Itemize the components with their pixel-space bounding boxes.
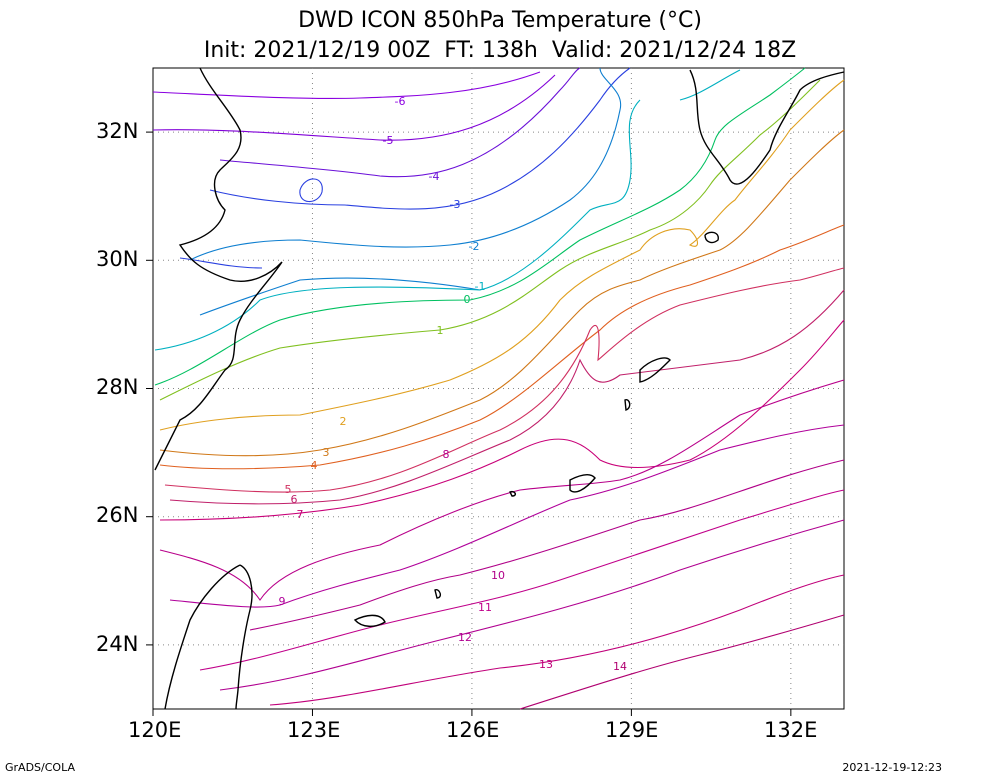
contour-label-9: 9 <box>279 595 286 608</box>
contour-label-2: 2 <box>340 415 347 428</box>
temperature-contours <box>152 67 845 710</box>
contour-1 <box>159 79 821 401</box>
contour-10 <box>249 459 845 631</box>
contour-label--5: -5 <box>383 134 394 147</box>
contour-4 <box>159 224 845 470</box>
contour-minus3b <box>299 178 323 203</box>
contour-12 <box>219 519 845 691</box>
lon-tick-123E: 123E <box>287 718 341 742</box>
lat-tick-24N: 24N <box>96 632 139 656</box>
map-title: DWD ICON 850hPa Temperature (°C) <box>298 8 702 33</box>
contour-minus1b <box>679 69 741 101</box>
contour-label--4: -4 <box>429 170 440 183</box>
coast-kyushu <box>689 69 845 185</box>
contour-9 <box>169 424 845 608</box>
contour-label-6: 6 <box>291 493 298 506</box>
coastlines <box>154 67 845 710</box>
map-subtitle: Init: 2021/12/19 00Z FT: 138h Valid: 202… <box>203 38 797 63</box>
contour-label-5: 5 <box>285 483 292 496</box>
contour-label-12: 12 <box>458 631 472 644</box>
contour-minus2 <box>189 67 622 261</box>
contour-11 <box>199 489 845 671</box>
lat-tick-28N: 28N <box>96 375 139 399</box>
contour-label--1: -1 <box>475 280 486 293</box>
contour-label--6: -6 <box>395 95 406 108</box>
contour-8 <box>159 379 845 601</box>
contour-label-14: 14 <box>613 660 627 673</box>
contour-minus1 <box>154 99 641 351</box>
contour-0 <box>154 67 806 386</box>
contour-label-11: 11 <box>478 601 492 614</box>
contour-label-1: 1 <box>437 324 444 337</box>
lat-tick-32N: 32N <box>96 119 139 143</box>
contour-5 <box>164 267 845 493</box>
contour-minus5 <box>152 74 556 141</box>
contour-label-4: 4 <box>311 459 318 472</box>
contour-14 <box>519 614 845 710</box>
lon-tick-126E: 126E <box>446 718 500 742</box>
contour-7 <box>159 319 845 521</box>
coast-islands <box>353 231 719 627</box>
contour-label-13: 13 <box>539 658 553 671</box>
coast-taiwan <box>164 564 253 710</box>
grid-lines <box>146 68 844 716</box>
coast-china <box>154 67 283 471</box>
contour-label--3: -3 <box>450 198 461 211</box>
lat-tick-26N: 26N <box>96 503 139 527</box>
lon-tick-120E: 120E <box>128 718 182 742</box>
contour-label-3: 3 <box>323 446 330 459</box>
contour-2 <box>159 79 845 431</box>
contour-label--2: -2 <box>469 240 480 253</box>
contour-label-0: 0 <box>464 293 471 306</box>
contour-minus3c <box>179 257 263 269</box>
contour-3 <box>159 129 845 457</box>
lon-tick-132E: 132E <box>764 718 818 742</box>
contour-label-7: 7 <box>297 508 304 521</box>
contour-minus3 <box>209 67 631 210</box>
contour-6 <box>169 289 845 505</box>
contour-minus2b <box>199 277 481 316</box>
contour-label-10: 10 <box>491 569 505 582</box>
footer-left: GrADS/COLA <box>5 761 75 774</box>
lon-tick-129E: 129E <box>605 718 659 742</box>
contour-13 <box>269 574 845 706</box>
footer-right: 2021-12-19-12:23 <box>842 761 942 774</box>
lat-tick-30N: 30N <box>96 247 139 271</box>
contour-minus4 <box>219 67 581 178</box>
contour-label-8: 8 <box>443 448 450 461</box>
